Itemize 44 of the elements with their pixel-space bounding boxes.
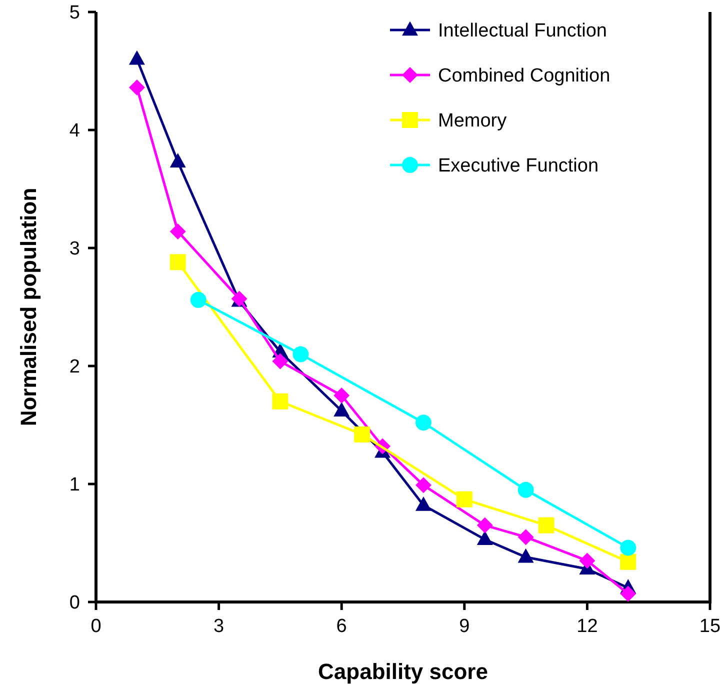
- x-tick-label: 3: [214, 616, 224, 637]
- point: [620, 540, 636, 556]
- point: [476, 530, 493, 546]
- point: [518, 482, 534, 498]
- y-tick-label: 3: [69, 238, 80, 260]
- point: [170, 254, 186, 270]
- point: [476, 517, 493, 534]
- point: [518, 548, 534, 563]
- point: [518, 529, 534, 546]
- x-tick-label: 6: [336, 616, 347, 637]
- y-axis-title: Normalised population: [16, 188, 41, 426]
- legend-label: Combined Cognition: [438, 66, 610, 87]
- point: [334, 388, 350, 404]
- legend-label: Executive Function: [438, 156, 599, 177]
- point: [128, 80, 145, 96]
- point: [456, 491, 472, 508]
- point: [620, 554, 636, 570]
- y-tick-label: 2: [69, 356, 80, 378]
- point: [415, 477, 432, 494]
- point: [538, 517, 554, 534]
- x-axis-title: Capability score: [318, 659, 488, 684]
- point: [415, 414, 432, 431]
- y-tick-label: 4: [69, 120, 80, 142]
- point: [272, 393, 288, 410]
- point: [415, 496, 432, 511]
- point: [170, 223, 186, 240]
- legend-label: Intellectual Function: [438, 20, 607, 42]
- point: [292, 346, 309, 362]
- point: [354, 426, 370, 442]
- point: [190, 292, 206, 308]
- y-tick-label: 1: [69, 474, 80, 496]
- y-tick-label: 5: [69, 2, 80, 24]
- point: [334, 402, 350, 416]
- point: [620, 586, 636, 602]
- y-tick-label: 0: [69, 592, 80, 614]
- legend-label: Memory: [438, 110, 508, 132]
- point: [128, 50, 145, 65]
- x-tick-label: 9: [459, 616, 470, 637]
- x-tick-label: 15: [699, 616, 721, 637]
- point: [170, 153, 186, 168]
- point: [272, 353, 288, 370]
- point: [579, 552, 596, 569]
- x-tick-label: 12: [576, 616, 598, 637]
- x-tick-label: 0: [90, 616, 102, 637]
